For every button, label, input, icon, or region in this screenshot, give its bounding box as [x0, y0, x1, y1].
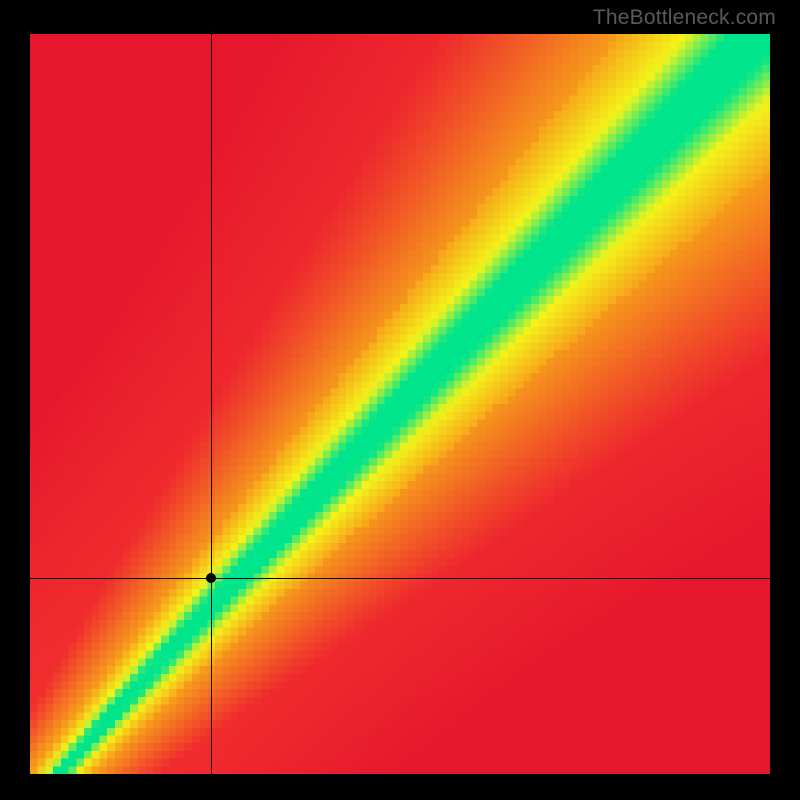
marker-point [206, 573, 216, 583]
watermark-text: TheBottleneck.com [593, 6, 776, 30]
heatmap-plot [30, 34, 770, 774]
heatmap-canvas [30, 34, 770, 774]
crosshair-horizontal [30, 578, 770, 579]
crosshair-vertical [211, 34, 212, 774]
